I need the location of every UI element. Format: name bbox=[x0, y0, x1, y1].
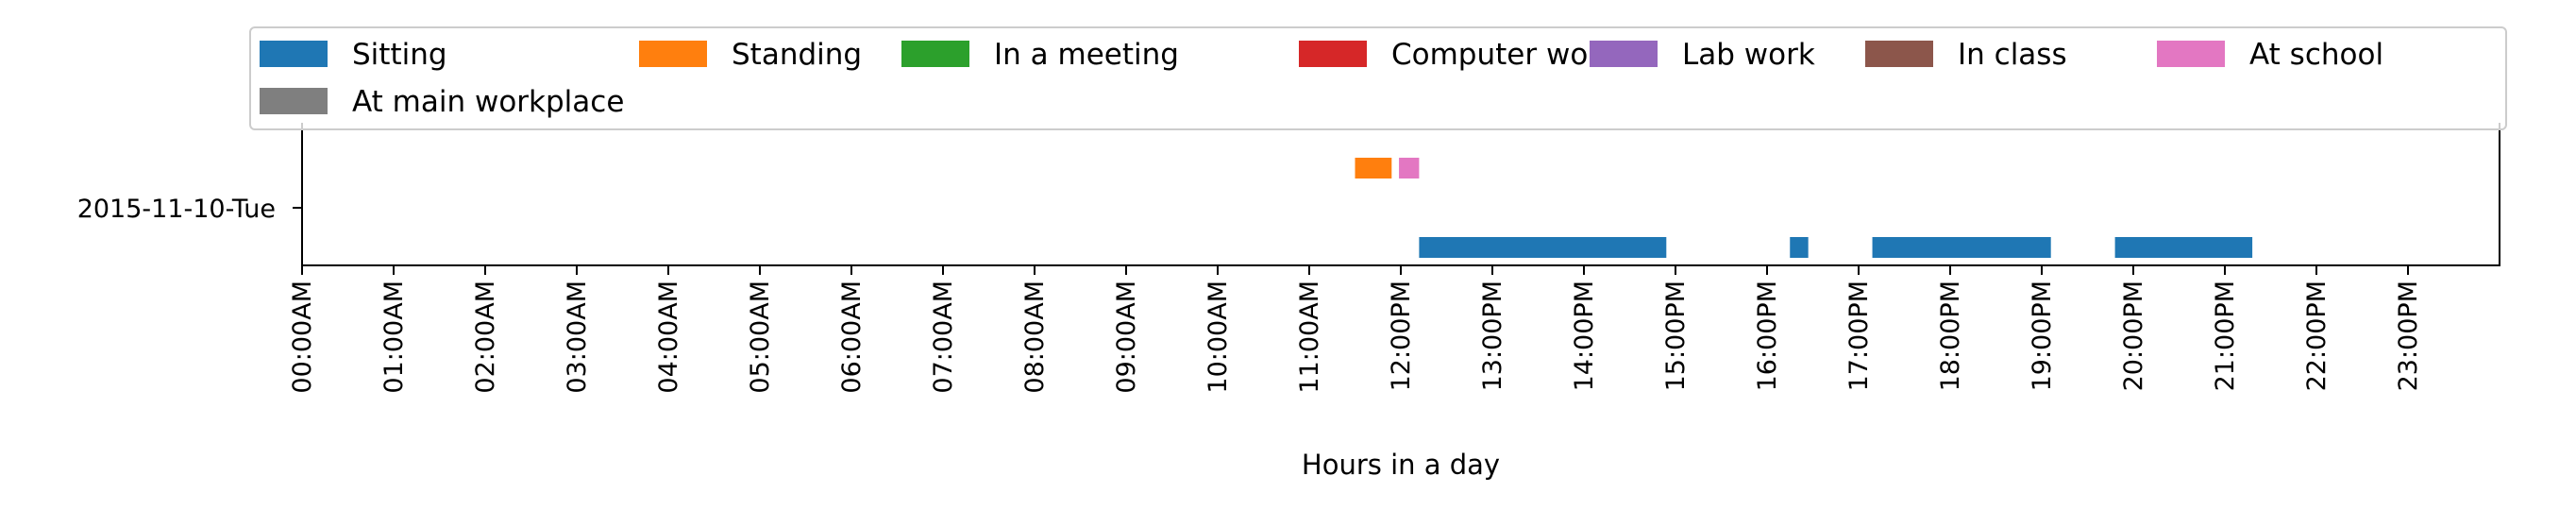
bar-sitting-2 bbox=[1872, 237, 2051, 258]
legend-label-lab-work: Lab work bbox=[1682, 38, 1815, 72]
x-tick-label-3: 03:00AM bbox=[563, 280, 592, 394]
x-tick-label-21: 21:00PM bbox=[2211, 280, 2240, 391]
bar-at-school-0 bbox=[1399, 158, 1420, 178]
x-axis-label: Hours in a day bbox=[1302, 449, 1500, 481]
legend-swatch-in-a-meeting bbox=[901, 41, 969, 67]
x-tick-label-19: 19:00PM bbox=[2028, 280, 2057, 391]
legend: Sitting Standing In a meeting Computer work… bbox=[249, 26, 2507, 130]
legend-label-in-class: In class bbox=[1958, 38, 2067, 72]
x-tick-label-6: 06:00AM bbox=[837, 280, 867, 394]
bar-sitting-0 bbox=[1419, 237, 1667, 258]
y-tick-label-day: 2015-11-10-Tue bbox=[77, 195, 276, 224]
x-tick-label-23: 23:00PM bbox=[2394, 280, 2423, 391]
x-tick-label-11: 11:00AM bbox=[1295, 280, 1324, 394]
x-tick-label-4: 04:00AM bbox=[654, 280, 683, 394]
legend-label-in-a-meeting: In a meeting bbox=[994, 38, 1179, 72]
legend-swatch-at-school bbox=[2157, 41, 2225, 67]
legend-label-computer-work: Computer work bbox=[1391, 38, 1617, 72]
legend-label-sitting: Sitting bbox=[352, 38, 447, 72]
x-tick-label-10: 10:00AM bbox=[1204, 280, 1233, 394]
x-tick-label-13: 13:00PM bbox=[1478, 280, 1507, 391]
legend-swatch-standing bbox=[639, 41, 707, 67]
legend-frame bbox=[249, 26, 2507, 130]
legend-swatch-computer-work bbox=[1299, 41, 1367, 67]
x-tick-label-5: 05:00AM bbox=[746, 280, 775, 394]
legend-swatch-at-main-workplace bbox=[260, 88, 328, 114]
legend-label-at-school: At school bbox=[2249, 38, 2383, 72]
x-tick-label-1: 01:00AM bbox=[379, 280, 409, 394]
plot-area: 00:00AM 01:00AM 02:00AM 03:00AM 04:00AM 05:00… bbox=[77, 123, 2500, 394]
x-ticks: 00:00AM 01:00AM 02:00AM 03:00AM 04:00AM 05:00… bbox=[288, 265, 2423, 394]
legend-label-at-main-workplace: At main workplace bbox=[352, 85, 624, 119]
x-tick-label-12: 12:00PM bbox=[1387, 280, 1416, 391]
x-tick-label-20: 20:00PM bbox=[2119, 280, 2148, 391]
x-tick-label-16: 16:00PM bbox=[1753, 280, 1782, 391]
legend-items: Sitting Standing In a meeting Computer work… bbox=[260, 38, 2383, 119]
activity-bars bbox=[1355, 158, 2253, 258]
legend-swatch-in-class bbox=[1865, 41, 1933, 67]
x-tick-label-18: 18:00PM bbox=[1936, 280, 1965, 391]
x-tick-label-14: 14:00PM bbox=[1570, 280, 1599, 391]
x-tick-label-8: 08:00AM bbox=[1020, 280, 1050, 394]
bar-sitting-1 bbox=[1790, 237, 1809, 258]
x-tick-label-7: 07:00AM bbox=[929, 280, 958, 394]
legend-swatch-lab-work bbox=[1590, 41, 1658, 67]
x-tick-label-2: 02:00AM bbox=[471, 280, 500, 394]
legend-swatch-sitting bbox=[260, 41, 328, 67]
x-tick-label-17: 17:00PM bbox=[1844, 280, 1874, 391]
legend-label-standing: Standing bbox=[732, 38, 862, 72]
x-tick-label-0: 00:00AM bbox=[288, 280, 317, 394]
x-tick-label-22: 22:00PM bbox=[2302, 280, 2332, 391]
bar-standing-0 bbox=[1355, 158, 1392, 178]
bar-sitting-3 bbox=[2114, 237, 2253, 258]
x-tick-label-15: 15:00PM bbox=[1661, 280, 1691, 391]
x-tick-label-9: 09:00AM bbox=[1112, 280, 1141, 394]
